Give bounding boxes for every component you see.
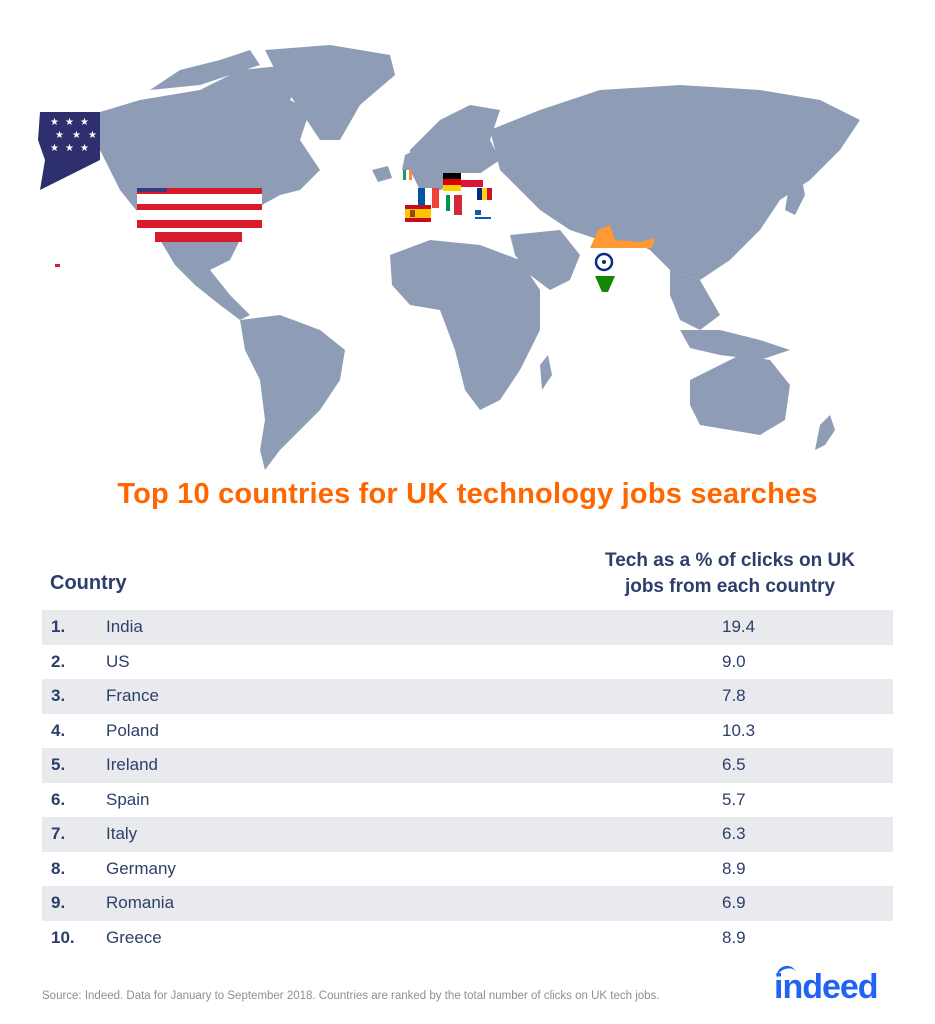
table-row: 3. France 7.8: [42, 679, 893, 714]
country-name: France: [106, 686, 159, 706]
source-note: Source: Indeed. Data for January to Sept…: [42, 990, 660, 1002]
tech-percent: 10.3: [722, 720, 756, 740]
table-row: 6. Spain 5.7: [42, 783, 893, 818]
rank: 7.: [51, 824, 66, 844]
rank: 8.: [51, 858, 66, 878]
country-name: Ireland: [106, 755, 158, 775]
ranking-table: 1. India 19.4 2. US 9.0 3. France 7.8 4.…: [42, 610, 893, 955]
tech-percent: 6.5: [722, 755, 746, 775]
country-name: Greece: [106, 927, 162, 947]
svg-text:★: ★: [55, 130, 64, 141]
table-row: 7. Italy 6.3: [42, 817, 893, 852]
tech-percent: 19.4: [722, 617, 756, 637]
country-name: Italy: [106, 824, 138, 844]
germany-flag: [443, 173, 461, 191]
us-flag: [137, 188, 262, 242]
tech-percent: 6.9: [722, 893, 746, 913]
world-map: ★ ★ ★ ★ ★ ★ ★ ★ ★: [38, 45, 860, 470]
rank: 10.: [51, 927, 75, 947]
tech-percent: 9.0: [722, 651, 746, 671]
tech-percent: 8.9: [722, 858, 746, 878]
country-name: Romania: [106, 893, 175, 913]
svg-text:★: ★: [80, 117, 89, 128]
svg-text:★: ★: [72, 130, 81, 141]
country-name: India: [106, 617, 143, 637]
svg-text:★: ★: [50, 143, 59, 154]
rank: 6.: [51, 789, 66, 809]
romania-flag: [477, 188, 492, 200]
rank: 5.: [51, 755, 66, 775]
svg-text:★: ★: [65, 143, 74, 154]
tech-percent: 6.3: [722, 824, 746, 844]
country-name: US: [106, 651, 130, 671]
rank: 2.: [51, 651, 66, 671]
table-row: 2. US 9.0: [42, 645, 893, 680]
alaska-flag: ★ ★ ★ ★ ★ ★ ★ ★ ★: [38, 112, 100, 190]
table-row: 4. Poland 10.3: [42, 714, 893, 749]
column-header-country: Country: [50, 572, 127, 594]
italy-flag: [446, 195, 462, 215]
svg-text:★: ★: [80, 143, 89, 154]
country-name: Poland: [106, 720, 159, 740]
tech-percent: 8.9: [722, 927, 746, 947]
table-row: 10. Greece 8.9: [42, 921, 893, 956]
france-flag: [418, 188, 439, 208]
svg-text:★: ★: [88, 130, 97, 141]
india-flag: [590, 225, 655, 292]
chart-title: Top 10 countries for UK technology jobs …: [117, 478, 818, 510]
svg-text:★: ★: [65, 117, 74, 128]
table-row: 8. Germany 8.9: [42, 852, 893, 887]
table-row: 9. Romania 6.9: [42, 886, 893, 921]
rank: 9.: [51, 893, 66, 913]
spain-flag: [405, 205, 431, 222]
column-header-value: Tech as a % of clicks on UK jobs from ea…: [605, 550, 855, 597]
rank: 3.: [51, 686, 66, 706]
rank: 4.: [51, 720, 66, 740]
table-row: 5. Ireland 6.5: [42, 748, 893, 783]
table-row: 1. India 19.4: [42, 610, 893, 645]
country-name: Spain: [106, 789, 150, 809]
greece-flag: [475, 210, 491, 220]
tech-percent: 5.7: [722, 789, 746, 809]
svg-text:★: ★: [50, 117, 59, 128]
poland-flag: [461, 173, 483, 187]
country-name: Germany: [106, 858, 176, 878]
ireland-flag: [403, 170, 412, 180]
indeed-logo: indeed: [774, 968, 879, 1006]
rank: 1.: [51, 617, 66, 637]
tech-percent: 7.8: [722, 686, 746, 706]
